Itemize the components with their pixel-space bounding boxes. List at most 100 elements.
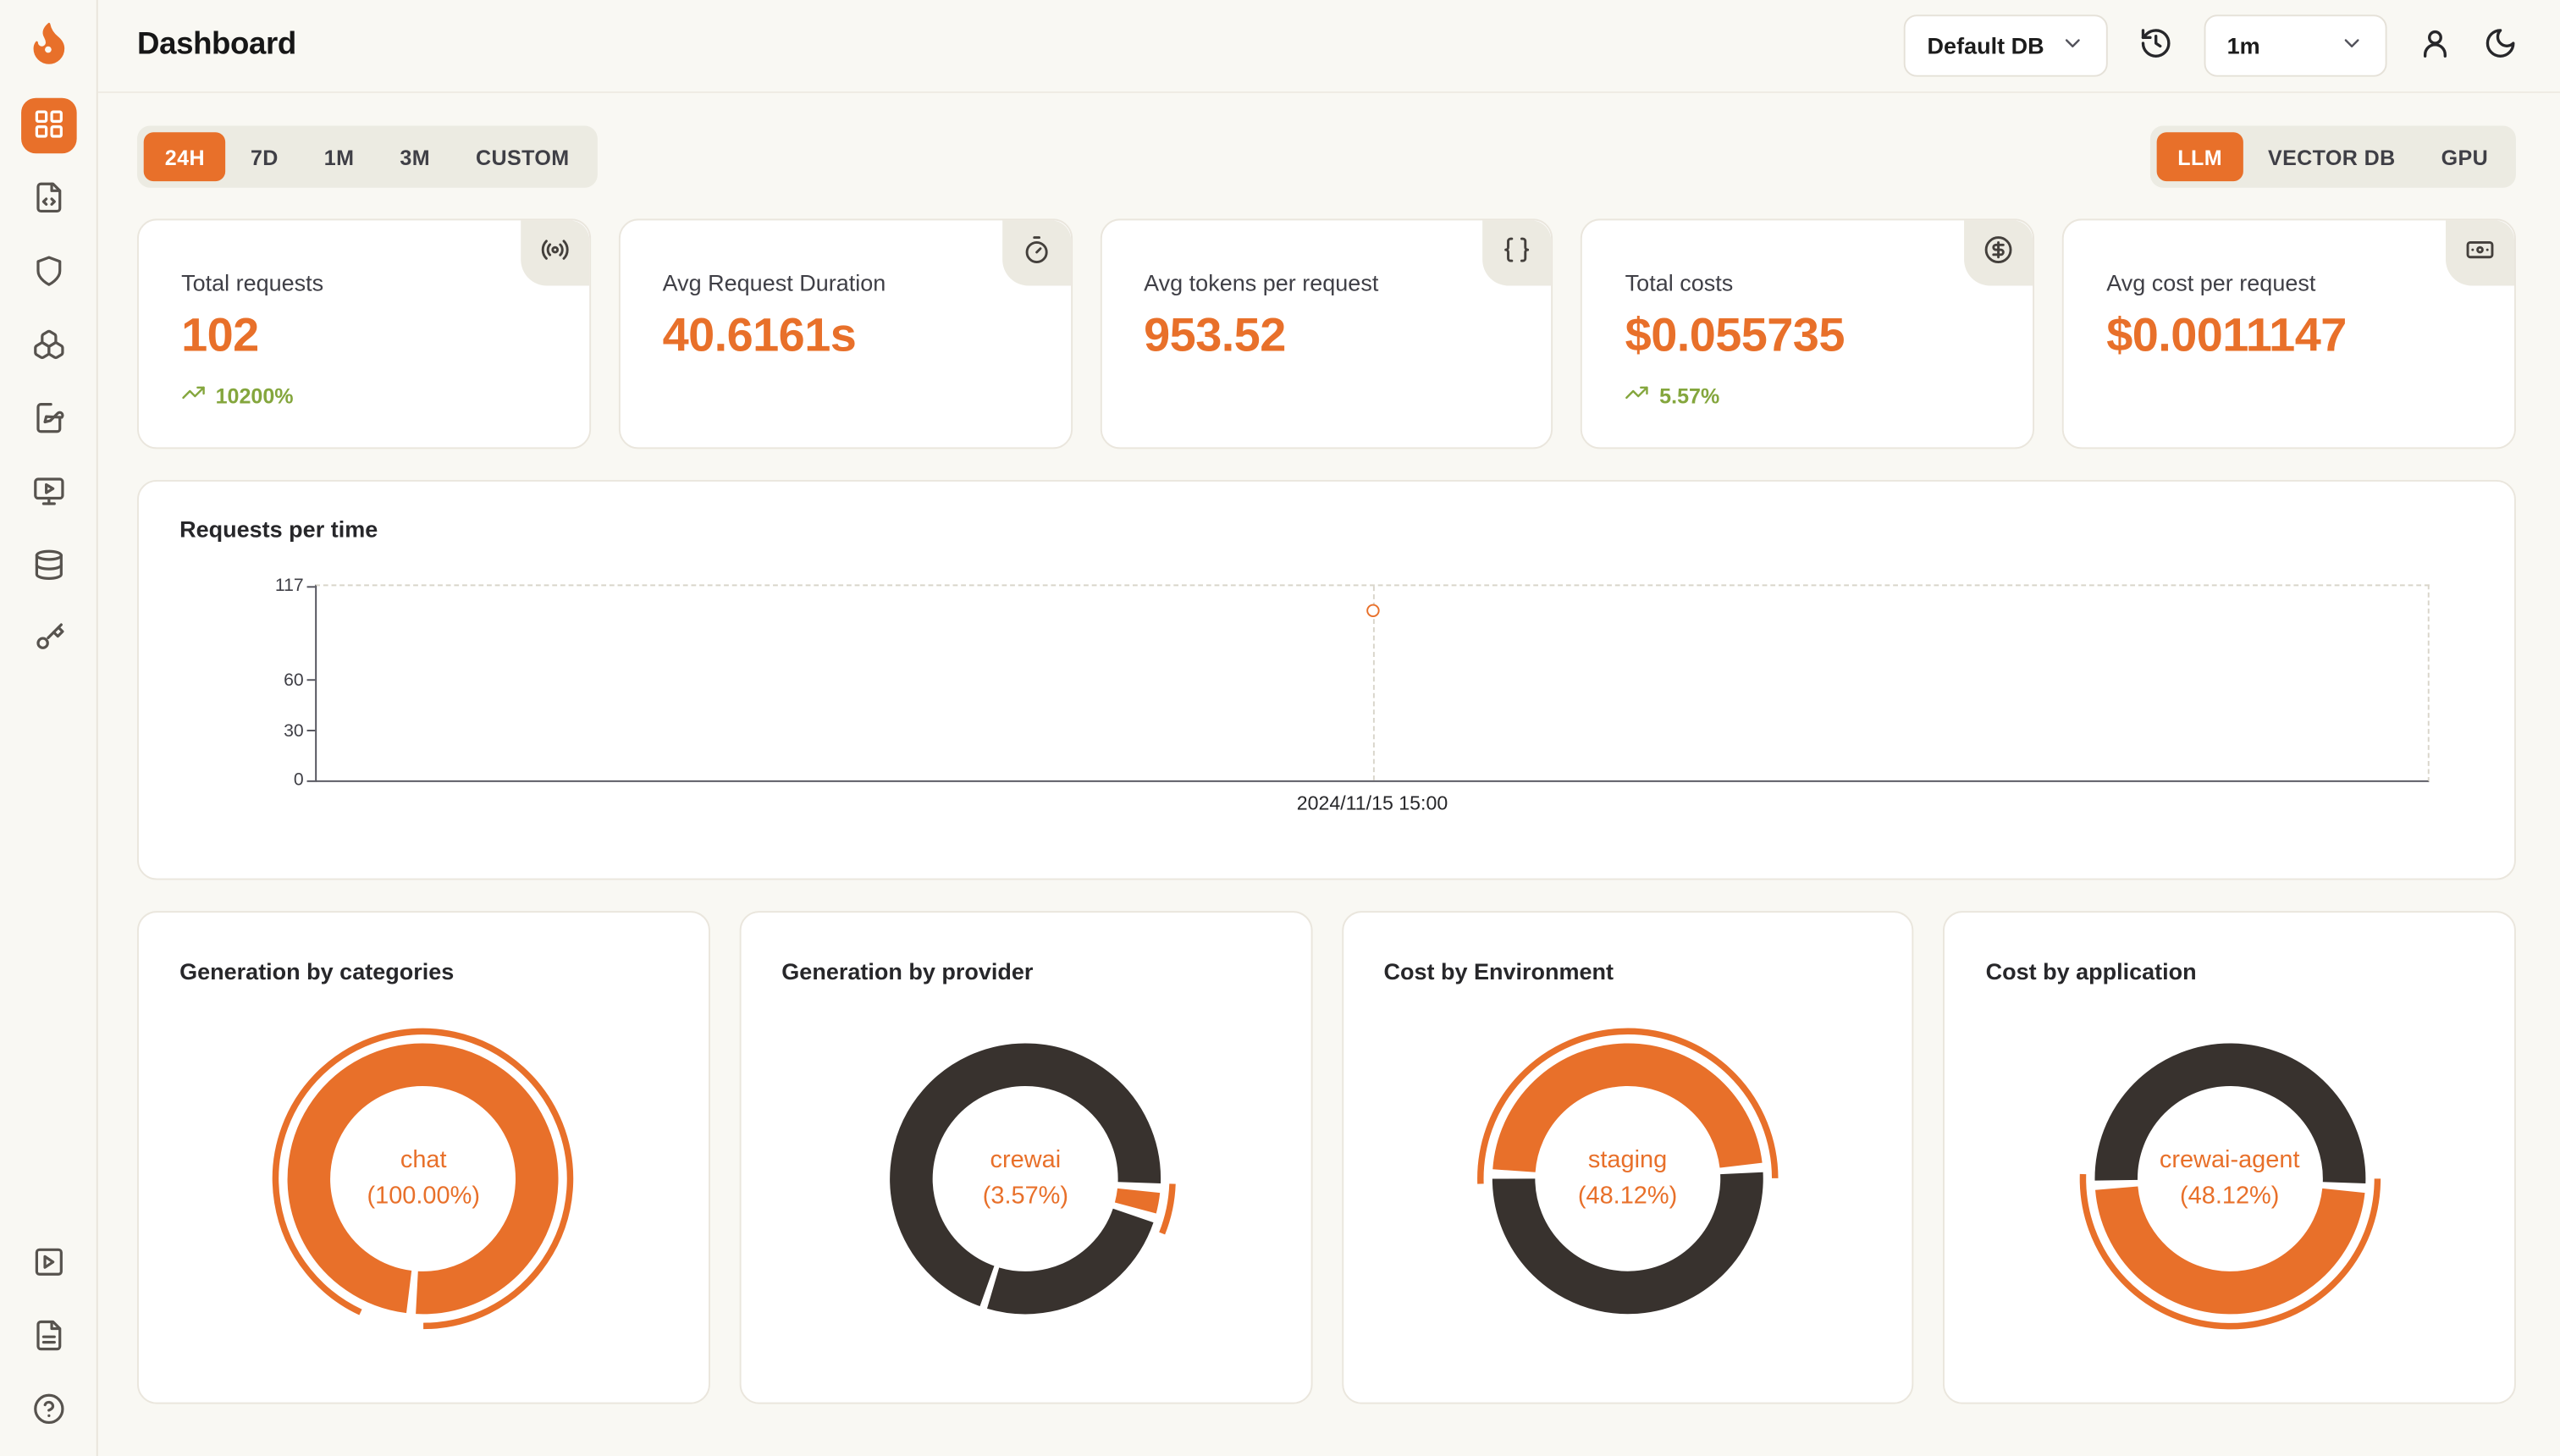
sidebar-item-exceptions[interactable]: [20, 245, 76, 301]
requests-plot[interactable]: 2024/11/15 15:00 0 30 60 117: [275, 576, 2430, 814]
moon-icon: [2483, 26, 2518, 65]
stat-card-avg-duration: Avg Request Duration 40.6161s: [618, 218, 1073, 449]
y-tick-label: 60: [284, 670, 304, 691]
y-tick-label: 0: [293, 770, 304, 791]
stat-label: Avg Request Duration: [662, 269, 886, 296]
time-range-tabs: 24H 7D 1M 3M CUSTOM: [136, 125, 598, 188]
stat-value: 40.6161s: [662, 310, 857, 363]
theme-toggle-button[interactable]: [2483, 26, 2518, 65]
shield-icon: [32, 254, 65, 291]
stat-delta-value: 5.57%: [1659, 383, 1720, 408]
app-logo[interactable]: [20, 18, 76, 74]
donut-card-categories: Generation by categories chat (100.00%): [136, 911, 710, 1404]
sidebar: [0, 0, 98, 1456]
tab-24h[interactable]: 24H: [143, 132, 227, 182]
stat-card-total-requests: Total requests 102 10200%: [136, 218, 591, 449]
refresh-interval-value: 1m: [2226, 32, 2260, 59]
donut-chart[interactable]: chat (100.00%): [265, 1020, 582, 1337]
stat-icon-badge: [1964, 220, 2033, 286]
notebook-pen-icon: [32, 400, 65, 438]
timer-icon: [1022, 234, 1051, 272]
y-tick-mark: [306, 730, 316, 731]
donut-slice-chat[interactable]: [288, 1043, 560, 1315]
circle-dollar-icon: [1984, 234, 2014, 272]
stat-icon-badge: [1482, 220, 1552, 286]
stat-delta: 10200%: [181, 380, 547, 410]
banknote-icon: [2465, 234, 2495, 272]
donut-slice-others[interactable]: [2094, 1043, 2365, 1183]
donut-title: Cost by Environment: [1383, 958, 1614, 984]
donut-slice-staging[interactable]: [1492, 1043, 1763, 1173]
main-content: 24H 7D 1M 3M CUSTOM LLM VECTOR DB GPU To…: [98, 93, 2560, 1456]
stat-label: Avg tokens per request: [1144, 269, 1379, 296]
data-point[interactable]: [1366, 604, 1379, 618]
y-tick-mark: [306, 585, 316, 587]
donut-slice-others[interactable]: [1492, 1172, 1763, 1315]
monitor-play-icon: [32, 474, 65, 511]
donut-highlight-arc: [1476, 1028, 1779, 1184]
point-guide-line: [1371, 586, 1374, 780]
trending-up-icon: [1625, 380, 1650, 410]
donut-cards-row: Generation by categories chat (100.00%) …: [136, 911, 2516, 1404]
stat-value: 102: [181, 310, 259, 363]
donut-slice-crewai-agent[interactable]: [2094, 1186, 2364, 1315]
sidebar-item-vault[interactable]: [20, 318, 76, 374]
refresh-history-button[interactable]: [2138, 26, 2173, 65]
sidebar-item-databases[interactable]: [20, 538, 76, 594]
stat-card-total-costs: Total costs $0.055735 5.57%: [1581, 218, 2035, 449]
y-tick-label: 117: [274, 576, 304, 596]
stat-label: Total costs: [1625, 269, 1734, 296]
sidebar-bottom: [20, 1236, 76, 1438]
database-select-value: Default DB: [1927, 32, 2044, 59]
tab-custom[interactable]: CUSTOM: [455, 132, 591, 181]
flame-icon: [24, 17, 73, 74]
stat-card-avg-tokens: Avg tokens per request 953.52: [1100, 218, 1553, 449]
sidebar-item-prompts[interactable]: [20, 392, 76, 448]
donut-slice-others[interactable]: [890, 1043, 1161, 1315]
help-circle-icon: [32, 1392, 65, 1429]
sidebar-item-help[interactable]: [20, 1382, 76, 1438]
tab-llm[interactable]: LLM: [2156, 132, 2244, 182]
sidebar-item-playground[interactable]: [20, 466, 76, 521]
sidebar-item-documentation[interactable]: [20, 1310, 76, 1365]
stat-label: Avg cost per request: [2106, 269, 2316, 296]
donut-svg: [2079, 1043, 2381, 1330]
user-menu-button[interactable]: [2418, 26, 2452, 65]
stat-icon-badge: [1001, 220, 1071, 286]
database-icon: [32, 548, 65, 585]
donut-chart[interactable]: crewai (3.57%): [867, 1020, 1183, 1337]
donut-card-environment: Cost by Environment staging (48.12%): [1341, 911, 1914, 1404]
sidebar-item-dashboard[interactable]: [20, 97, 76, 154]
donut-slice-crewai[interactable]: [1115, 1188, 1161, 1214]
donut-title: Generation by provider: [781, 958, 1034, 984]
tab-gpu[interactable]: GPU: [2420, 132, 2510, 181]
user-icon: [2418, 26, 2452, 65]
sidebar-item-getting-started[interactable]: [20, 1236, 76, 1292]
y-tick-mark: [306, 680, 316, 682]
tab-1m[interactable]: 1M: [303, 132, 376, 181]
sidebar-item-api-keys[interactable]: [20, 612, 76, 668]
requests-chart-card: Requests per time 2024/11/15 15:00 0 30 60…: [136, 479, 2516, 880]
tab-7d[interactable]: 7D: [229, 132, 300, 181]
donut-highlight-arc: [2079, 1173, 2381, 1330]
tab-vector-db[interactable]: VECTOR DB: [2247, 132, 2417, 181]
scope-tabs: LLM VECTOR DB GPU: [2149, 125, 2516, 188]
donut-highlight-arc: [273, 1028, 574, 1330]
layout-grid-icon: [32, 107, 65, 144]
donut-card-provider: Generation by provider crewai (3.57%): [739, 911, 1312, 1404]
database-select[interactable]: Default DB: [1904, 14, 2108, 77]
donut-chart[interactable]: staging (48.12%): [1469, 1020, 1785, 1337]
donut-svg: [890, 1043, 1176, 1315]
donut-chart[interactable]: crewai-agent (48.12%): [2072, 1020, 2388, 1337]
x-axis-label: 2024/11/15 15:00: [1296, 791, 1448, 815]
filters-row: 24H 7D 1M 3M CUSTOM LLM VECTOR DB GPU: [136, 125, 2516, 188]
donut-title: Generation by categories: [179, 958, 455, 984]
donut-title: Cost by application: [1985, 958, 2197, 984]
tab-3m[interactable]: 3M: [378, 132, 451, 181]
chart-title: Requests per time: [179, 516, 378, 543]
sidebar-item-requests[interactable]: [20, 171, 76, 227]
refresh-interval-select[interactable]: 1m: [2204, 14, 2387, 77]
y-tick-label: 30: [284, 720, 304, 741]
chevron-down-icon: [2340, 31, 2364, 61]
